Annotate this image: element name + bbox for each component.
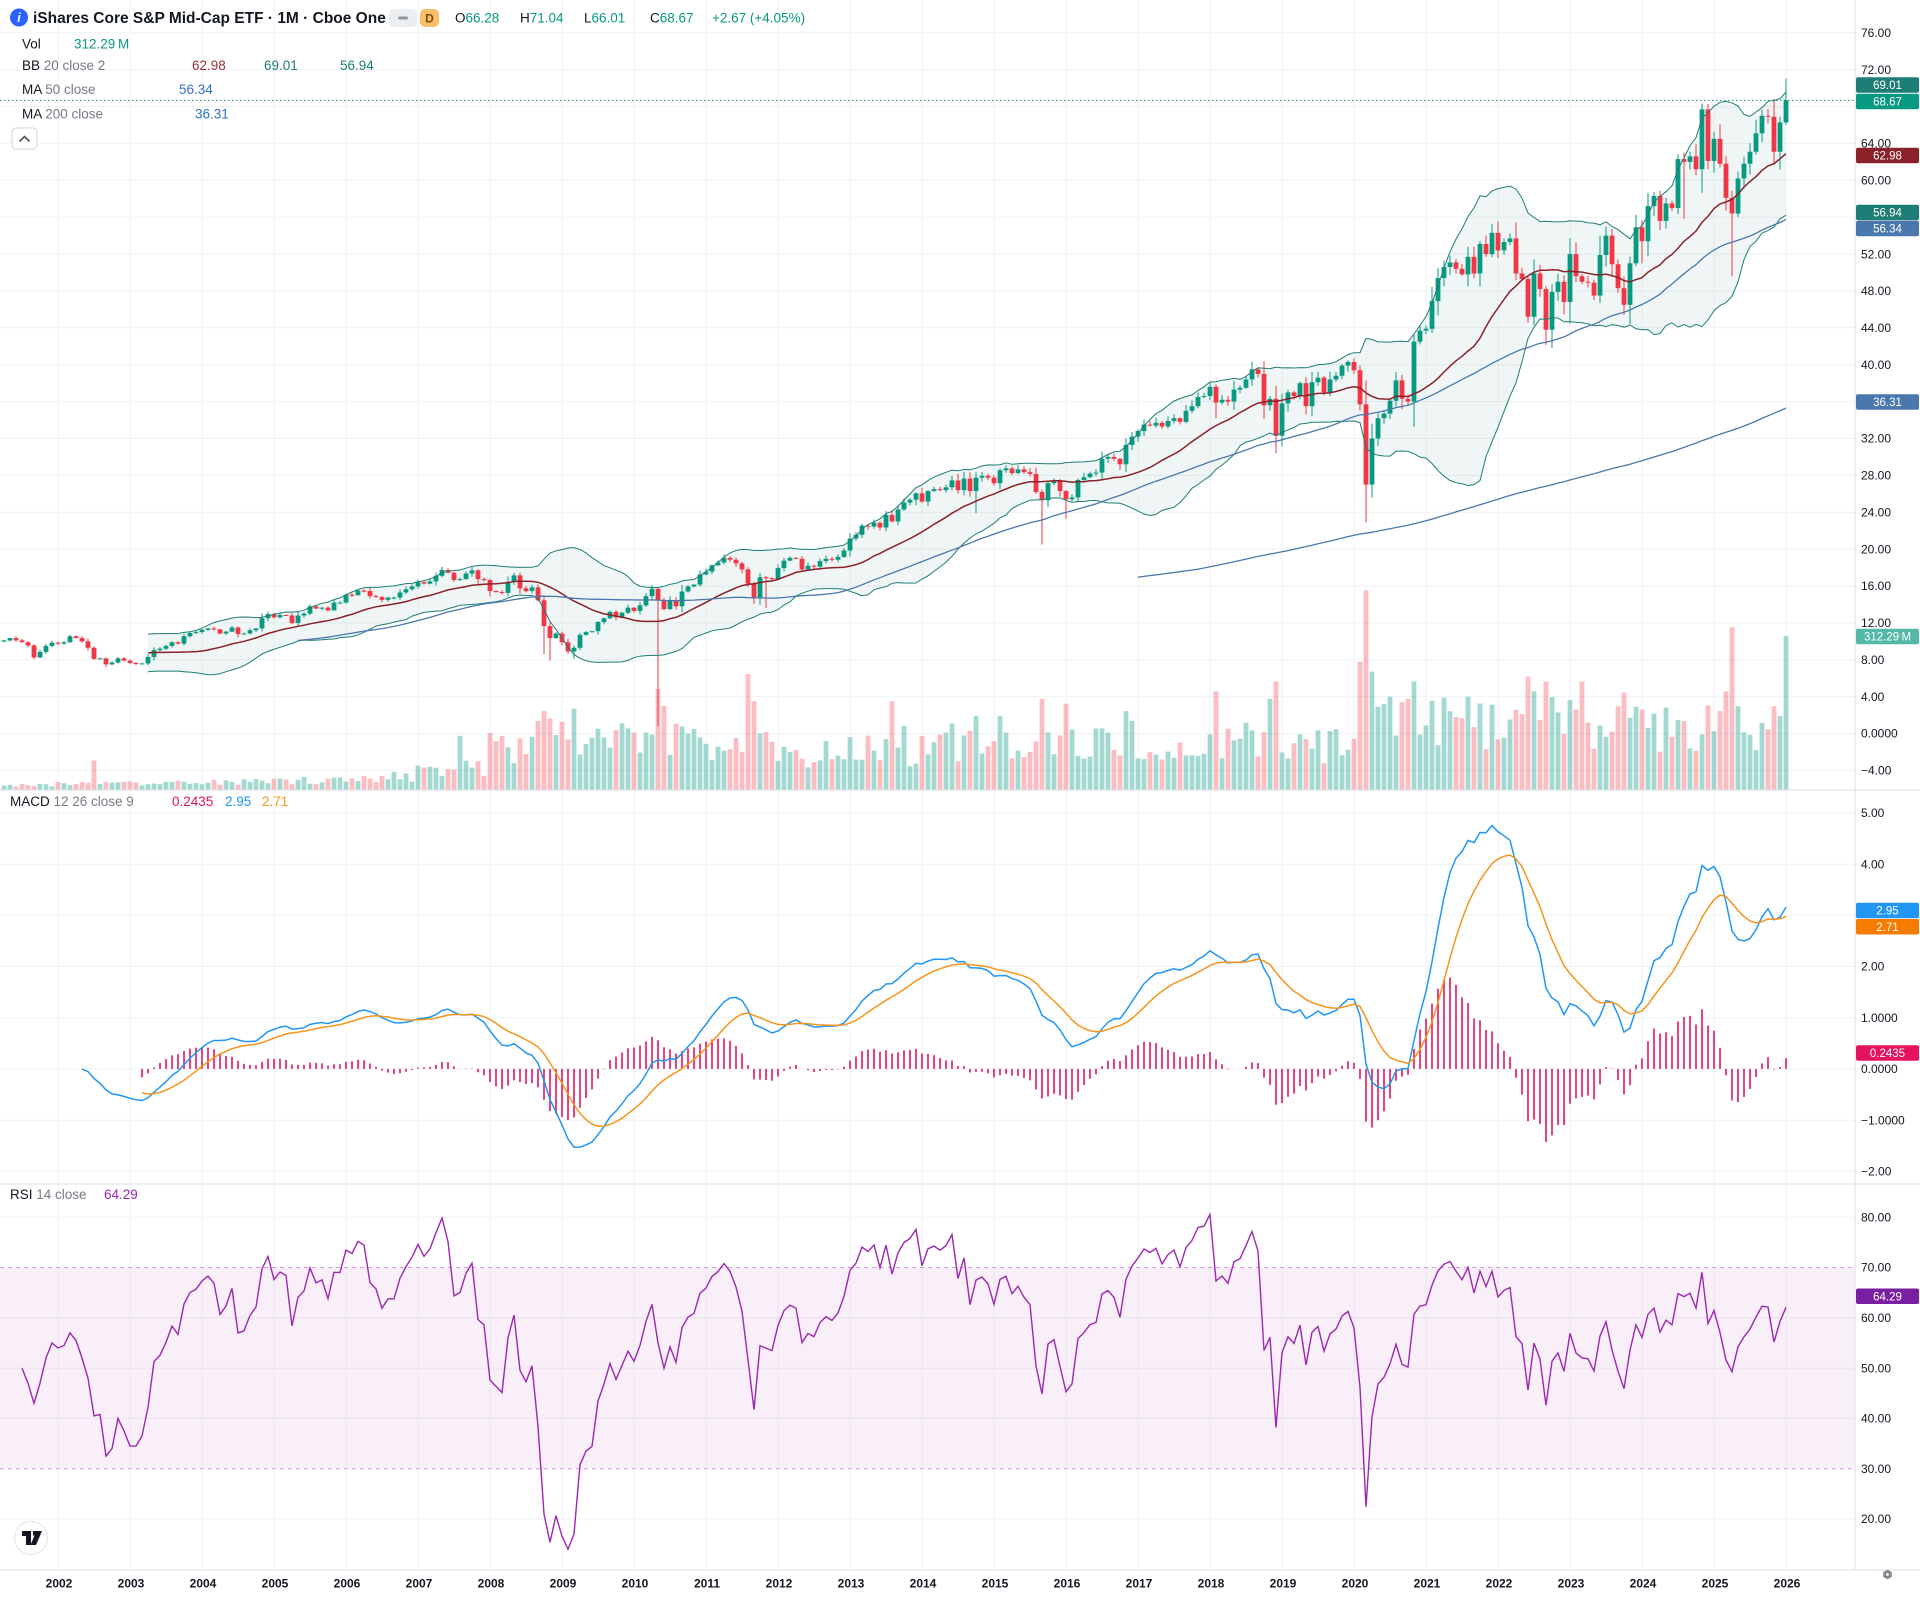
svg-text:Vol: Vol (22, 37, 41, 52)
svg-text:iShares Core S&P Mid-Cap ETF ·: iShares Core S&P Mid-Cap ETF · 1M · Cboe… (33, 10, 386, 27)
svg-text:64.29: 64.29 (104, 1187, 138, 1202)
svg-text:56.94: 56.94 (1873, 208, 1902, 220)
svg-text:52.00: 52.00 (1861, 247, 1891, 261)
svg-text:16.00: 16.00 (1861, 579, 1891, 593)
svg-text:−1.0000: −1.0000 (1861, 1113, 1905, 1127)
svg-text:70.00: 70.00 (1861, 1261, 1891, 1275)
svg-text:i: i (17, 11, 21, 25)
svg-text:2015: 2015 (982, 1577, 1009, 1591)
svg-text:36.31: 36.31 (1873, 397, 1902, 409)
svg-text:24.00: 24.00 (1861, 505, 1891, 519)
svg-text:2016: 2016 (1054, 1577, 1081, 1591)
svg-text:0.0000: 0.0000 (1861, 1062, 1898, 1076)
svg-text:32.00: 32.00 (1861, 432, 1891, 446)
svg-text:2006: 2006 (334, 1577, 361, 1591)
svg-text:4.00: 4.00 (1861, 690, 1885, 704)
svg-text:48.00: 48.00 (1861, 284, 1891, 298)
svg-text:20.00: 20.00 (1861, 1512, 1891, 1526)
svg-text:2.00: 2.00 (1861, 960, 1885, 974)
svg-text:2023: 2023 (1558, 1577, 1585, 1591)
svg-text:312.29 M: 312.29 M (74, 37, 129, 52)
svg-text:2018: 2018 (1198, 1577, 1225, 1591)
svg-text:BB 20 close 2: BB 20 close 2 (22, 58, 105, 73)
svg-text:2021: 2021 (1414, 1577, 1441, 1591)
svg-text:80.00: 80.00 (1861, 1210, 1891, 1224)
svg-text:2017: 2017 (1126, 1577, 1153, 1591)
svg-text:62.98: 62.98 (1873, 151, 1902, 163)
svg-text:0.2435: 0.2435 (1870, 1048, 1905, 1060)
svg-text:2003: 2003 (118, 1577, 145, 1591)
svg-text:2.95: 2.95 (1876, 906, 1898, 918)
svg-text:2025: 2025 (1702, 1577, 1729, 1591)
svg-text:2002: 2002 (46, 1577, 73, 1591)
svg-text:2010: 2010 (622, 1577, 649, 1591)
svg-text:76.00: 76.00 (1861, 26, 1891, 40)
svg-text:−2.00: −2.00 (1861, 1165, 1892, 1179)
svg-text:5.00: 5.00 (1861, 806, 1885, 820)
svg-text:44.00: 44.00 (1861, 321, 1891, 335)
svg-text:−4.00: −4.00 (1861, 764, 1892, 778)
svg-text:4.00: 4.00 (1861, 857, 1885, 871)
svg-text:40.00: 40.00 (1861, 1412, 1891, 1426)
svg-text:2019: 2019 (1270, 1577, 1297, 1591)
svg-text:69.01: 69.01 (1873, 80, 1902, 92)
svg-text:36.31: 36.31 (195, 107, 229, 122)
svg-text:56.34: 56.34 (1873, 224, 1902, 236)
svg-text:2011: 2011 (694, 1577, 720, 1591)
svg-text:50.00: 50.00 (1861, 1361, 1891, 1375)
svg-text:60.00: 60.00 (1861, 174, 1891, 188)
svg-text:MA 50 close: MA 50 close (22, 82, 96, 97)
svg-text:2026: 2026 (1774, 1577, 1801, 1591)
svg-text:2022: 2022 (1486, 1577, 1513, 1591)
svg-text:MA 200 close: MA 200 close (22, 107, 103, 122)
svg-text:MACD 12 26 close 9: MACD 12 26 close 9 (10, 794, 134, 809)
svg-text:312.29 M: 312.29 M (1864, 632, 1911, 644)
svg-text:40.00: 40.00 (1861, 358, 1891, 372)
svg-text:2014: 2014 (910, 1577, 937, 1591)
svg-text:69.01: 69.01 (264, 58, 298, 73)
svg-text:0.2435: 0.2435 (172, 794, 213, 809)
svg-text:2013: 2013 (838, 1577, 865, 1591)
svg-text:2008: 2008 (478, 1577, 505, 1591)
svg-text:2024: 2024 (1630, 1577, 1657, 1591)
svg-text:64.00: 64.00 (1861, 137, 1891, 151)
svg-text:72.00: 72.00 (1861, 63, 1891, 77)
svg-text:2007: 2007 (406, 1577, 433, 1591)
svg-text:20.00: 20.00 (1861, 542, 1891, 556)
svg-text:2009: 2009 (550, 1577, 577, 1591)
svg-text:68.67: 68.67 (1873, 97, 1902, 109)
svg-text:2020: 2020 (1342, 1577, 1369, 1591)
svg-text:30.00: 30.00 (1861, 1462, 1891, 1476)
svg-text:64.29: 64.29 (1873, 1291, 1902, 1303)
svg-text:1.0000: 1.0000 (1861, 1011, 1898, 1025)
svg-text:D: D (425, 12, 434, 26)
svg-text:2005: 2005 (262, 1577, 289, 1591)
svg-text:2.71: 2.71 (1876, 922, 1898, 934)
svg-text:0.0000: 0.0000 (1861, 727, 1898, 741)
svg-text:28.00: 28.00 (1861, 469, 1891, 483)
svg-text:56.34: 56.34 (179, 82, 213, 97)
svg-text:RSI 14 close: RSI 14 close (10, 1187, 87, 1202)
svg-text:62.98: 62.98 (192, 58, 226, 73)
svg-text:60.00: 60.00 (1861, 1311, 1891, 1325)
svg-text:2004: 2004 (190, 1577, 217, 1591)
svg-text:56.94: 56.94 (340, 58, 374, 73)
svg-text:2012: 2012 (766, 1577, 793, 1591)
svg-text:12.00: 12.00 (1861, 616, 1891, 630)
svg-text:2.71: 2.71 (262, 794, 288, 809)
svg-text:2.95: 2.95 (225, 794, 251, 809)
svg-text:8.00: 8.00 (1861, 653, 1885, 667)
